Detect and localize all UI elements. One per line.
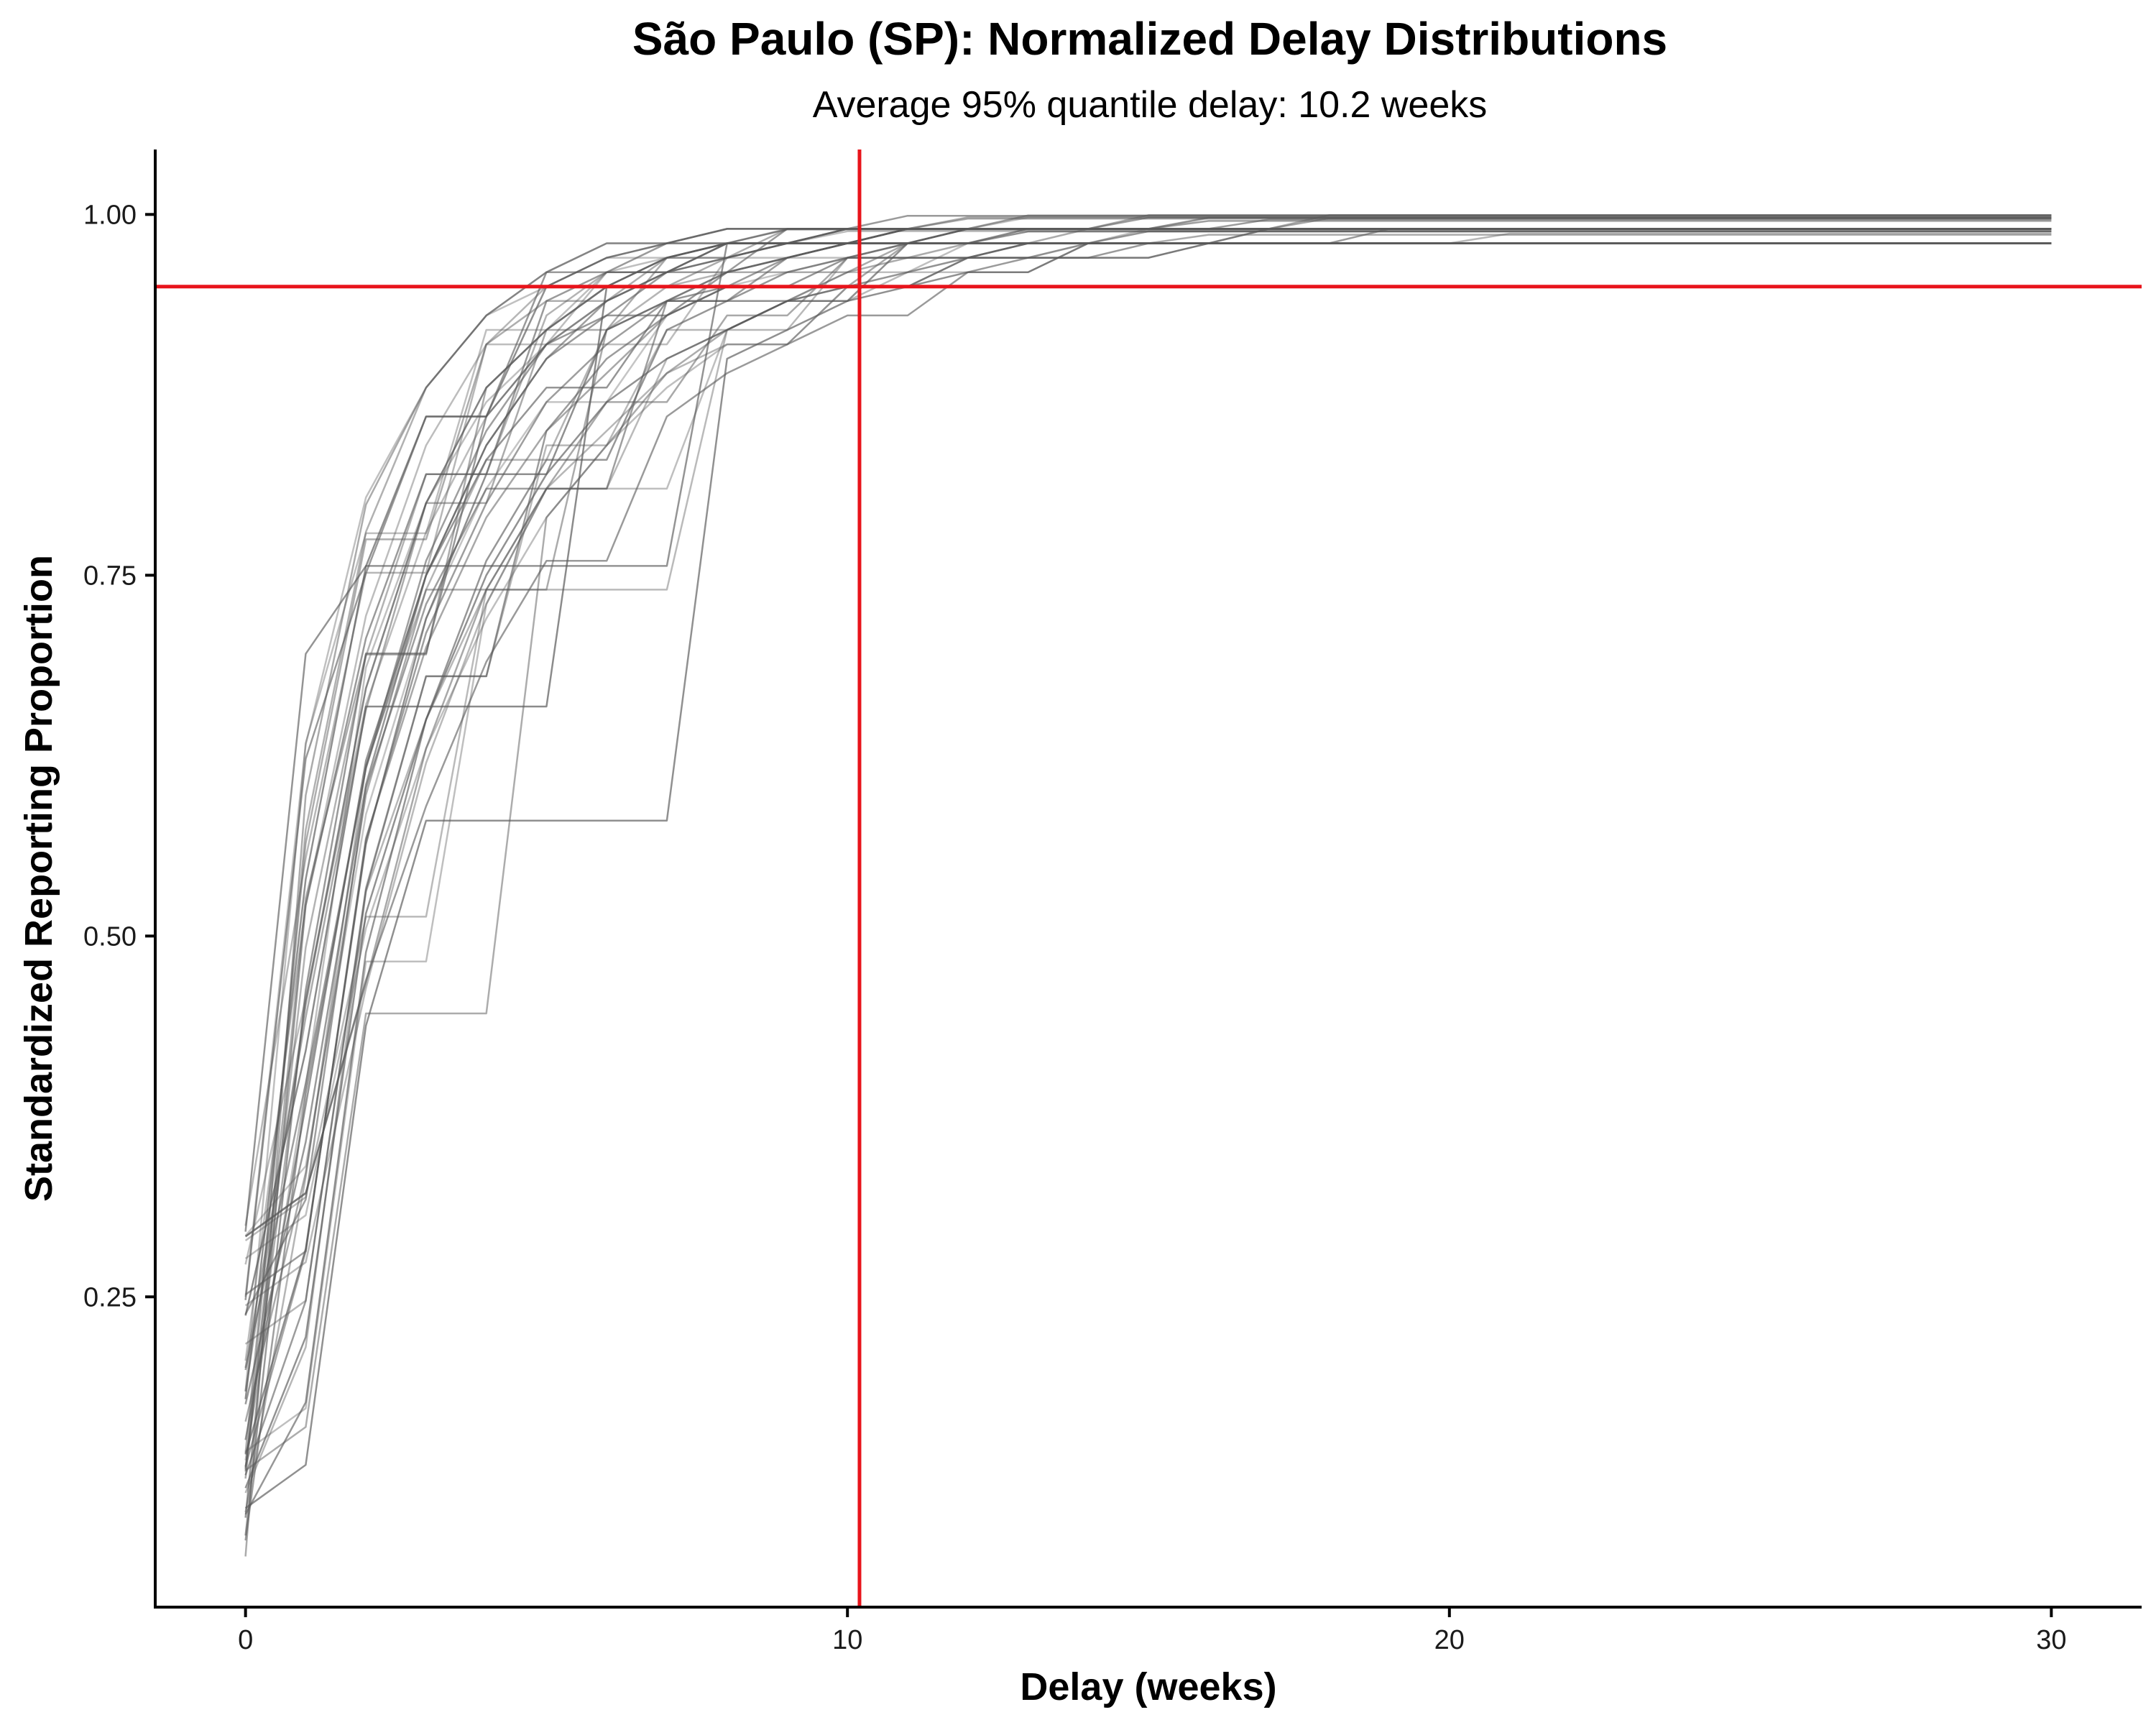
series-line-10: [244, 228, 2052, 1226]
series-line-44: [244, 228, 2052, 1509]
x-tick-label: 10: [832, 1625, 862, 1655]
y-axis-ticks: 0.25 0.50 0.75 1.00: [83, 200, 155, 1312]
series-line-18: [244, 216, 2052, 1460]
x-axis-title: Delay (weeks): [1020, 1665, 1276, 1708]
y-tick-label: 0.75: [83, 561, 137, 591]
series-line-4: [244, 218, 2052, 1557]
series-line-43: [244, 214, 2052, 1471]
series-line-28: [244, 234, 2052, 1422]
series-line-3: [244, 242, 2052, 1232]
series-line-16: [244, 228, 2052, 1265]
series-line-37: [244, 228, 2052, 1260]
y-axis-title: Standardized Reporting Proportion: [17, 555, 60, 1202]
series-line-11: [244, 214, 2052, 1518]
series-line-39: [244, 228, 2052, 1453]
chart-subtitle: Average 95% quantile delay: 10.2 weeks: [813, 84, 1488, 126]
series-line-27: [244, 242, 2052, 1237]
series-line-22: [244, 228, 2052, 1404]
x-tick-label: 20: [1434, 1625, 1465, 1655]
chart-title: São Paulo (SP): Normalized Delay Distrib…: [632, 13, 1667, 65]
series-line-36: [244, 242, 2052, 1489]
reference-lines: [155, 150, 2142, 1607]
x-tick-label: 30: [2036, 1625, 2066, 1655]
series-line-24: [244, 242, 2052, 1440]
series-line-17: [244, 242, 2052, 1536]
series-line-42: [244, 217, 2052, 1238]
y-tick-label: 1.00: [83, 200, 137, 230]
series-line-15: [244, 242, 2052, 1368]
x-tick-label: 0: [238, 1625, 253, 1655]
series-line-32: [244, 218, 2052, 1476]
series-line-38: [244, 230, 2052, 1515]
y-tick-label: 0.25: [83, 1282, 137, 1312]
x-axis-ticks: 0 10 20 30: [238, 1607, 2067, 1655]
series-line-8: [244, 228, 2052, 1399]
series-layer: [244, 214, 2052, 1557]
y-tick-label: 0.50: [83, 921, 137, 952]
series-line-25: [244, 217, 2052, 1513]
